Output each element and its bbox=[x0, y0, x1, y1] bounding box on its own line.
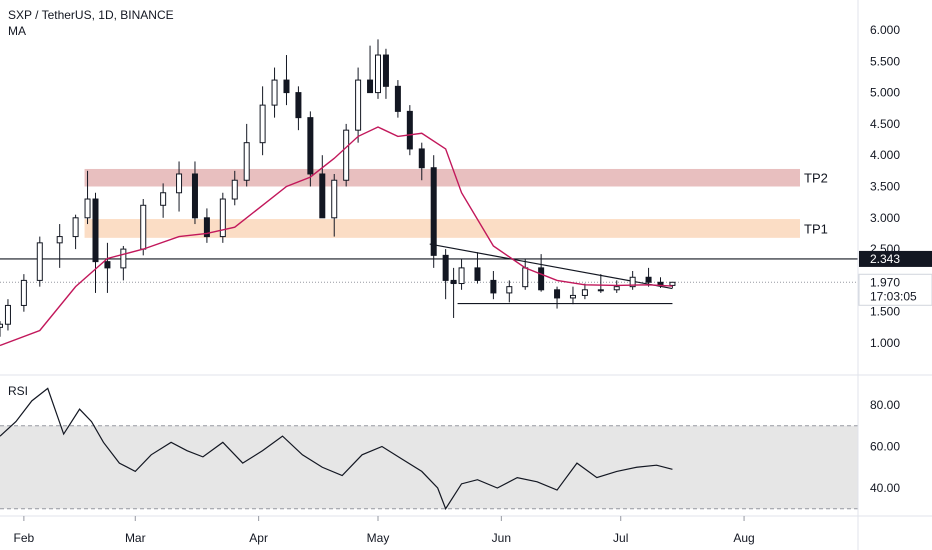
price-tick-label: 1.000 bbox=[870, 336, 900, 350]
candle-body bbox=[72, 217, 79, 238]
candle-body bbox=[160, 192, 167, 206]
rsi-tick-label: 60.00 bbox=[870, 440, 900, 454]
candle-body bbox=[538, 267, 545, 291]
zone-label-tp2: TP2 bbox=[804, 171, 828, 186]
zone-label-tp1: TP1 bbox=[804, 221, 828, 236]
candle-body bbox=[319, 173, 326, 219]
rsi-tick-label: 40.00 bbox=[870, 481, 900, 495]
candle-body bbox=[295, 92, 302, 119]
candle-body bbox=[569, 294, 576, 299]
price-tick-label: 3.500 bbox=[870, 180, 900, 194]
candle-body bbox=[283, 79, 290, 94]
trendline-1 bbox=[429, 243, 673, 290]
price-tick-label: 4.000 bbox=[870, 148, 900, 162]
candle-body bbox=[458, 267, 465, 285]
candle-body bbox=[367, 79, 374, 94]
price-tick-label: 6.000 bbox=[870, 23, 900, 37]
time-tick-label: Feb bbox=[14, 531, 35, 545]
ma-line bbox=[0, 126, 673, 347]
candle-body bbox=[375, 54, 381, 94]
candle-body bbox=[597, 289, 604, 292]
candle-body bbox=[581, 289, 588, 296]
candle-body bbox=[271, 79, 278, 106]
candle-body bbox=[645, 276, 652, 283]
candle-body bbox=[104, 261, 111, 269]
candle-body bbox=[203, 217, 210, 238]
candle-body bbox=[613, 286, 620, 291]
candle-body bbox=[120, 248, 127, 269]
candle-body bbox=[231, 179, 238, 200]
candles-layer bbox=[0, 39, 676, 337]
rsi-line bbox=[0, 387, 673, 511]
candle-body bbox=[219, 198, 226, 238]
candle-body bbox=[0, 323, 3, 328]
zone-tp1 bbox=[84, 219, 800, 238]
candle-body bbox=[84, 198, 91, 219]
candle-body bbox=[36, 242, 43, 281]
time-tick-label: Jun bbox=[492, 531, 511, 545]
candle-body bbox=[382, 54, 389, 87]
candle-body bbox=[450, 279, 457, 285]
candle-body bbox=[406, 110, 413, 150]
rsi-panel-title: RSI bbox=[8, 384, 29, 398]
candle-body bbox=[307, 117, 314, 175]
candle-body bbox=[669, 281, 676, 286]
candle-body bbox=[92, 198, 99, 263]
price-tick-label: 3.000 bbox=[870, 211, 900, 225]
chart-title: SXP / TetherUS, 1D, BINANCE bbox=[8, 8, 174, 22]
candle-body bbox=[506, 286, 513, 294]
price-tick-label: 5.500 bbox=[870, 54, 900, 68]
time-tick-label: Mar bbox=[125, 531, 146, 545]
price-tick-label: 4.500 bbox=[870, 117, 900, 131]
time-tick-label: May bbox=[367, 531, 390, 545]
tp-zones-layer: TP2 TP1 bbox=[84, 168, 828, 238]
rsi-tick-label: 80.00 bbox=[870, 398, 900, 412]
candle-body bbox=[629, 276, 636, 288]
time-tick-label: Jul bbox=[613, 531, 628, 545]
time-tick-label: Apr bbox=[249, 531, 268, 545]
candle-body bbox=[176, 173, 183, 194]
countdown-text: 17:03:05 bbox=[870, 289, 917, 303]
candle-body bbox=[418, 148, 425, 169]
candle-body bbox=[490, 279, 497, 294]
candle-body bbox=[474, 267, 481, 281]
level-badge bbox=[859, 250, 932, 267]
ma-indicator-label: MA bbox=[8, 24, 26, 38]
last-price-text: 1.970 bbox=[870, 275, 900, 289]
candle-body bbox=[191, 173, 198, 219]
zone-tp2 bbox=[84, 168, 800, 187]
rsi-layer bbox=[0, 387, 858, 511]
candle-body bbox=[554, 289, 561, 299]
candle-body bbox=[355, 79, 362, 131]
candle-body bbox=[394, 85, 401, 112]
candle-body bbox=[442, 254, 449, 281]
level-badge-text: 2.343 bbox=[870, 252, 900, 266]
price-tick-label: 5.000 bbox=[870, 86, 900, 100]
ma-layer bbox=[0, 126, 673, 347]
price-levels-layer bbox=[0, 243, 858, 305]
candle-body bbox=[140, 204, 147, 250]
candle-body bbox=[259, 104, 266, 144]
candle-body bbox=[343, 129, 350, 181]
price-tick-label: 1.500 bbox=[870, 305, 900, 319]
candle-body bbox=[243, 142, 250, 181]
last-price-badge bbox=[858, 273, 932, 306]
candle-body bbox=[20, 279, 27, 306]
candle-body bbox=[56, 236, 63, 244]
candle-body bbox=[522, 267, 529, 288]
rsi-band bbox=[0, 425, 858, 509]
candle-body bbox=[4, 304, 11, 325]
candle-body bbox=[331, 179, 338, 219]
time-tick-label: Aug bbox=[733, 531, 754, 545]
candle-body bbox=[430, 167, 437, 256]
